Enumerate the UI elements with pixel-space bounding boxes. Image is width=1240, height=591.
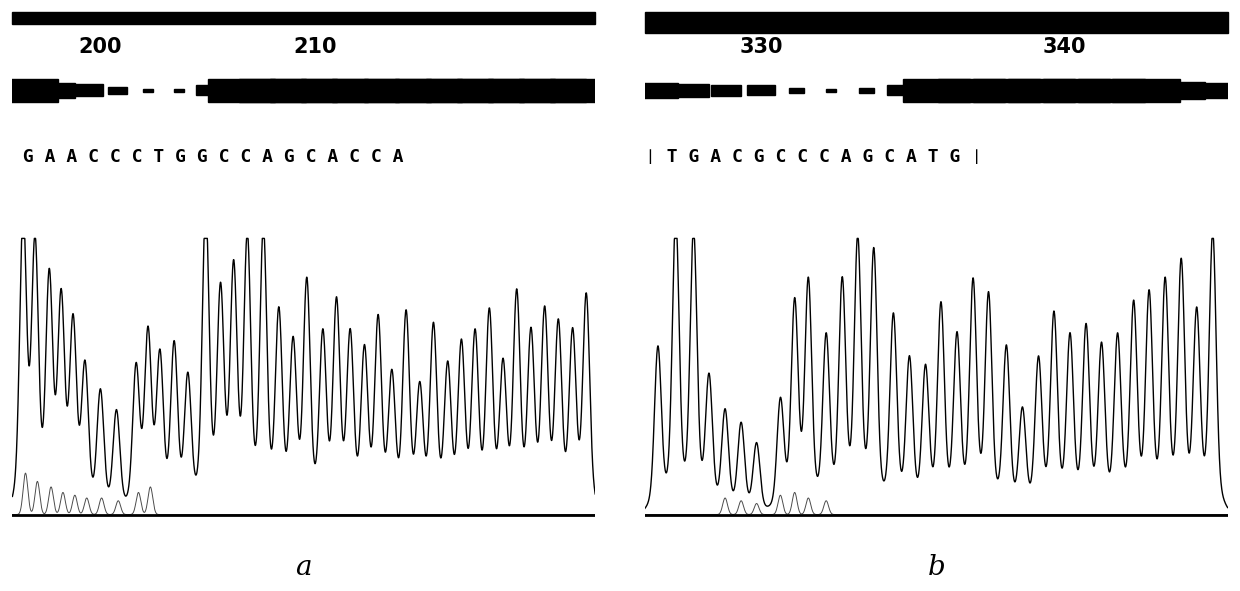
Bar xyxy=(937,79,1004,102)
Bar xyxy=(1078,79,1145,102)
Bar xyxy=(208,79,275,102)
Bar xyxy=(332,79,399,102)
Bar xyxy=(789,88,804,93)
Bar xyxy=(487,79,554,102)
Bar xyxy=(12,12,595,24)
Bar xyxy=(301,79,368,102)
Bar xyxy=(551,79,618,102)
Bar xyxy=(712,85,742,96)
Bar xyxy=(972,79,1039,102)
Bar xyxy=(108,87,126,94)
Bar xyxy=(394,79,461,102)
Bar xyxy=(520,79,587,102)
Bar xyxy=(1157,82,1205,99)
Bar xyxy=(196,86,224,95)
Bar xyxy=(1043,79,1110,102)
Text: a: a xyxy=(295,554,312,581)
Text: G A A C C C T G G C C A G C A C C A: G A A C C C T G G C C A G C A C C A xyxy=(12,148,404,165)
Bar xyxy=(635,83,678,98)
Bar xyxy=(1008,79,1075,102)
Bar xyxy=(675,85,709,96)
Text: ❘ T G A C G C C C A G C A T G ❘: ❘ T G A C G C C C A G C A T G ❘ xyxy=(645,148,982,165)
Text: 210: 210 xyxy=(294,37,337,57)
Bar xyxy=(35,83,76,98)
Bar xyxy=(456,79,523,102)
Text: b: b xyxy=(928,554,945,581)
Bar xyxy=(1195,83,1236,98)
Bar xyxy=(425,79,492,102)
Bar xyxy=(239,79,306,102)
Bar xyxy=(144,89,154,92)
Bar xyxy=(859,88,874,93)
Bar xyxy=(903,79,970,102)
Bar xyxy=(645,12,1228,33)
Text: 330: 330 xyxy=(739,37,784,57)
Bar xyxy=(69,85,103,96)
Bar xyxy=(1112,79,1179,102)
Bar xyxy=(270,79,337,102)
Bar xyxy=(363,79,430,102)
Text: 340: 340 xyxy=(1043,37,1086,57)
Bar xyxy=(0,79,57,102)
Bar xyxy=(175,89,185,92)
Bar xyxy=(887,86,915,95)
Bar xyxy=(826,89,836,92)
Bar xyxy=(748,86,775,95)
Text: 200: 200 xyxy=(78,37,122,57)
